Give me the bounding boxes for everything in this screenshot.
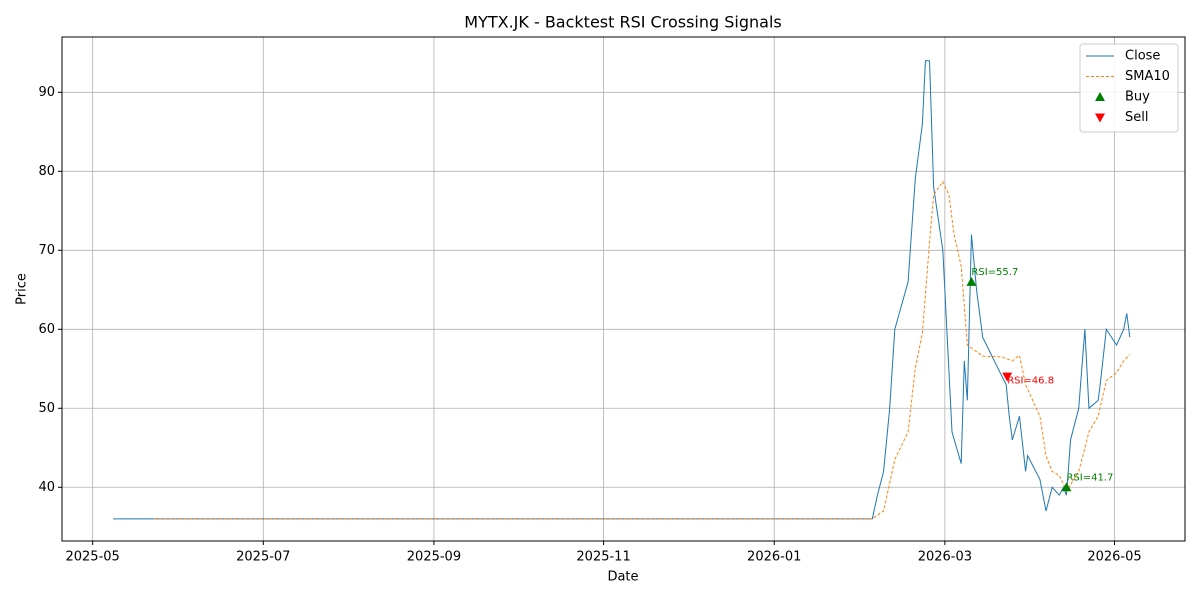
- legend-marker: [1095, 92, 1105, 101]
- plot-frame: [61, 36, 1186, 542]
- signal-marker: [966, 276, 977, 286]
- x-tick-label: 2025-09: [407, 550, 461, 565]
- x-axis-label: Date: [607, 570, 638, 585]
- legend-label: Buy: [1125, 90, 1150, 105]
- series-line: [113, 60, 1131, 520]
- signal-marker: [1002, 372, 1013, 382]
- x-tick-label: 2025-11: [576, 550, 630, 565]
- y-tick-label: 90: [38, 85, 55, 100]
- signal-annotation: RSI=55.7: [971, 267, 1018, 278]
- x-tick-label: 2026-03: [918, 550, 972, 565]
- x-tick-label: 2025-05: [65, 550, 119, 565]
- signal-annotation: RSI=41.7: [1066, 472, 1113, 483]
- x-tick-label: 2026-05: [1087, 550, 1141, 565]
- y-tick-label: 60: [38, 322, 55, 337]
- x-tick-label: 2025-07: [236, 550, 290, 565]
- y-axis-label: Price: [15, 273, 30, 305]
- signal-marker: [1061, 482, 1072, 492]
- signal-annotation: RSI=46.8: [1007, 376, 1054, 387]
- y-tick-label: 80: [38, 164, 55, 179]
- legend-marker: [1095, 113, 1105, 123]
- legend-label: Sell: [1125, 110, 1148, 125]
- y-tick-label: 70: [38, 243, 55, 258]
- x-tick-label: 2026-01: [747, 550, 801, 565]
- series-line: [153, 180, 1131, 520]
- legend-box: [1079, 43, 1179, 133]
- chart-title: MYTX.JK - Backtest RSI Crossing Signals: [464, 13, 781, 32]
- y-tick-label: 50: [38, 401, 55, 416]
- legend-label: SMA10: [1125, 69, 1170, 84]
- legend-label: Close: [1125, 49, 1160, 64]
- y-tick-label: 40: [38, 480, 55, 495]
